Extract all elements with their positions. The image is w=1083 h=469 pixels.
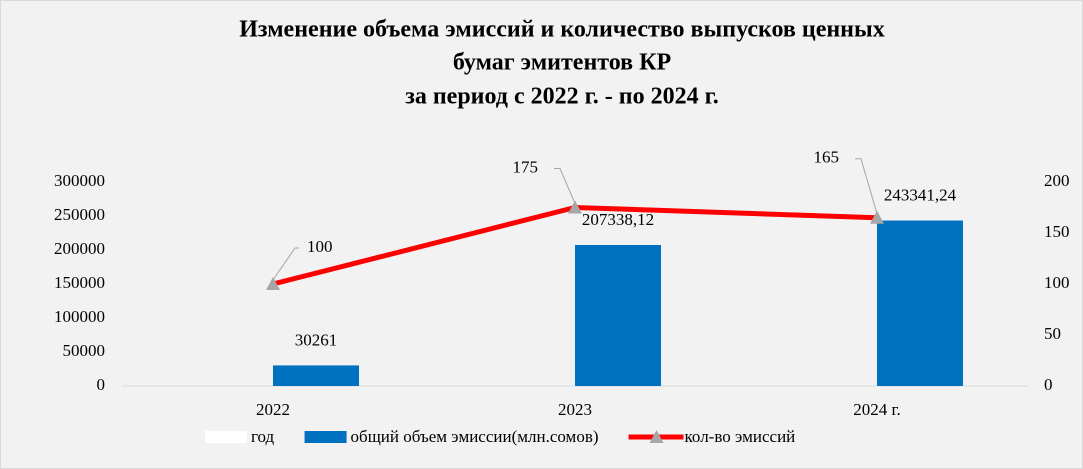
y-tick-label: 0 bbox=[97, 375, 106, 394]
y-tick-label: 200000 bbox=[54, 239, 105, 258]
y-tick-label: 300000 bbox=[54, 171, 105, 190]
y2-tick-label: 200 bbox=[1044, 171, 1070, 190]
y2-tick-label: 150 bbox=[1044, 222, 1070, 241]
chart-title: за период с 2022 г. - по 2024 г. bbox=[405, 84, 719, 110]
marker bbox=[568, 200, 582, 214]
data-label: 243341,24 bbox=[884, 185, 957, 204]
data-label: 30261 bbox=[295, 330, 338, 349]
y-tick-label: 150000 bbox=[54, 273, 105, 292]
bar bbox=[273, 365, 359, 386]
leader-line bbox=[554, 168, 576, 204]
y2-tick-label: 100 bbox=[1044, 273, 1070, 292]
chart-title: бумаг эмитентов КР bbox=[453, 50, 671, 76]
leader-line bbox=[855, 158, 878, 214]
x-tick-label: 2024 г. bbox=[853, 400, 901, 419]
legend-marker bbox=[649, 430, 664, 443]
x-tick-label: 2023 bbox=[558, 400, 592, 419]
chart-title: Изменение объема эмиссий и количество вы… bbox=[239, 17, 885, 43]
y2-tick-label: 50 bbox=[1044, 324, 1061, 343]
x-tick-label: 2022 bbox=[256, 400, 290, 419]
data-label: 165 bbox=[814, 148, 840, 167]
y-tick-label: 250000 bbox=[54, 205, 105, 224]
y-tick-label: 100000 bbox=[54, 307, 105, 326]
leader-line bbox=[272, 247, 299, 281]
legend-swatch bbox=[304, 431, 347, 443]
marker bbox=[266, 277, 280, 290]
legend-label: год bbox=[251, 427, 275, 446]
bar bbox=[575, 245, 661, 386]
legend-label: кол-во эмиссий bbox=[685, 427, 796, 446]
data-label: 100 bbox=[307, 237, 333, 256]
data-label: 207338,12 bbox=[582, 210, 654, 229]
marker bbox=[870, 210, 884, 224]
y2-tick-label: 0 bbox=[1044, 375, 1053, 394]
bar bbox=[877, 220, 963, 386]
y-tick-label: 50000 bbox=[63, 341, 106, 360]
legend-swatch bbox=[205, 431, 247, 443]
data-label: 175 bbox=[513, 157, 539, 176]
legend-label: общий объем эмиссии(млн.сомов) bbox=[351, 427, 599, 446]
